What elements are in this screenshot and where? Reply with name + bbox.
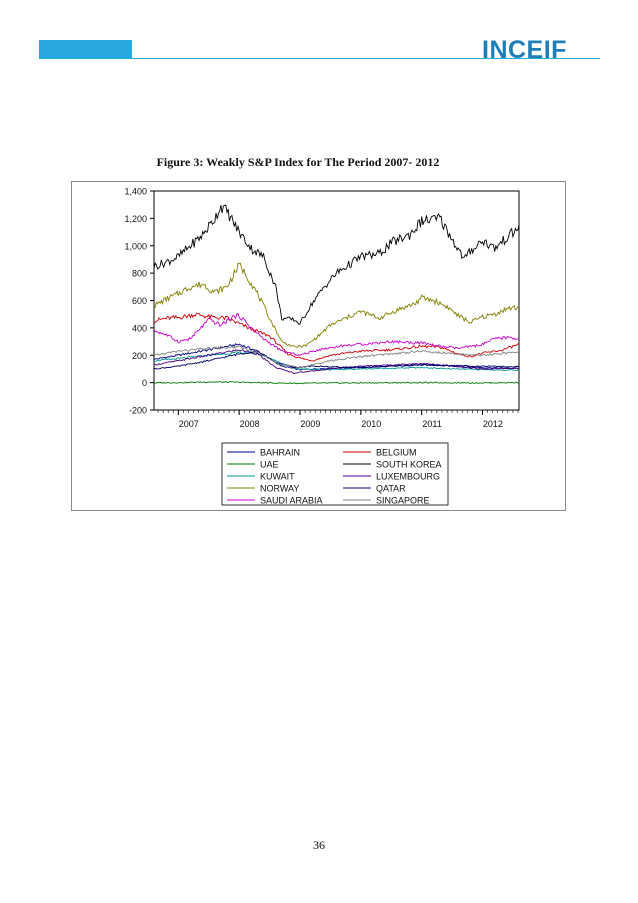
- y-tick-label: 600: [132, 296, 147, 306]
- page-number: 36: [313, 838, 325, 852]
- line-chart: -200 0 200 400 600 800 1,000 1,200 1,400 2007 2008…: [124, 187, 520, 506]
- series-line-qatar: [153, 350, 520, 370]
- legend-label: SOUTH KOREA: [376, 460, 442, 470]
- x-tick-label: 2007: [179, 419, 199, 429]
- series-line-norway: [153, 262, 520, 348]
- legend-label: BELGIUM: [376, 448, 417, 458]
- series-line-south-korea: [153, 204, 520, 325]
- series-line-uae: [153, 380, 520, 385]
- legend-label: UAE: [260, 460, 279, 470]
- x-tick-label: 2009: [300, 419, 320, 429]
- y-tick-label: -200: [129, 406, 147, 416]
- y-tick-label: 0: [142, 378, 147, 388]
- x-tick-label: 2010: [361, 419, 381, 429]
- y-tick-label: 1,400: [124, 187, 147, 197]
- header-accent-bar: [39, 40, 132, 59]
- series-line-saudi-arabia: [153, 312, 520, 357]
- chart-frame: -200 0 200 400 600 800 1,000 1,200 1,400 2007 2008…: [71, 181, 566, 511]
- legend-label: SINGAPORE: [376, 496, 430, 506]
- legend-label: LUXEMBOURG: [376, 472, 440, 482]
- y-tick-label: 200: [132, 351, 147, 361]
- y-tick-label: 400: [132, 323, 147, 333]
- x-tick-label: 2008: [240, 419, 260, 429]
- x-tick-label: 2012: [483, 419, 503, 429]
- y-tick-label: 800: [132, 269, 147, 279]
- figure-caption: Figure 3: Weakly S&P Index for The Perio…: [0, 155, 638, 170]
- x-tick-label: 2011: [422, 419, 441, 429]
- y-tick-label: 1,000: [124, 241, 147, 251]
- legend-label: BAHRAIN: [260, 448, 300, 458]
- series-line-belgium: [153, 312, 520, 362]
- legend-label: NORWAY: [260, 484, 299, 494]
- series-line-luxembourg: [154, 349, 520, 375]
- legend-label: QATAR: [376, 484, 406, 494]
- series-line-singapore: [153, 345, 520, 369]
- header-rule: [132, 58, 600, 59]
- legend: [221, 442, 449, 506]
- y-tick-label: 1,200: [124, 214, 147, 224]
- legend-label: KUWAIT: [260, 472, 295, 482]
- legend-label: SAUDI ARABIA: [260, 496, 323, 506]
- inceif-logo: INCEIF: [482, 36, 567, 64]
- figure-caption-text: Figure 3: Weakly S&P Index for The Perio…: [156, 155, 440, 169]
